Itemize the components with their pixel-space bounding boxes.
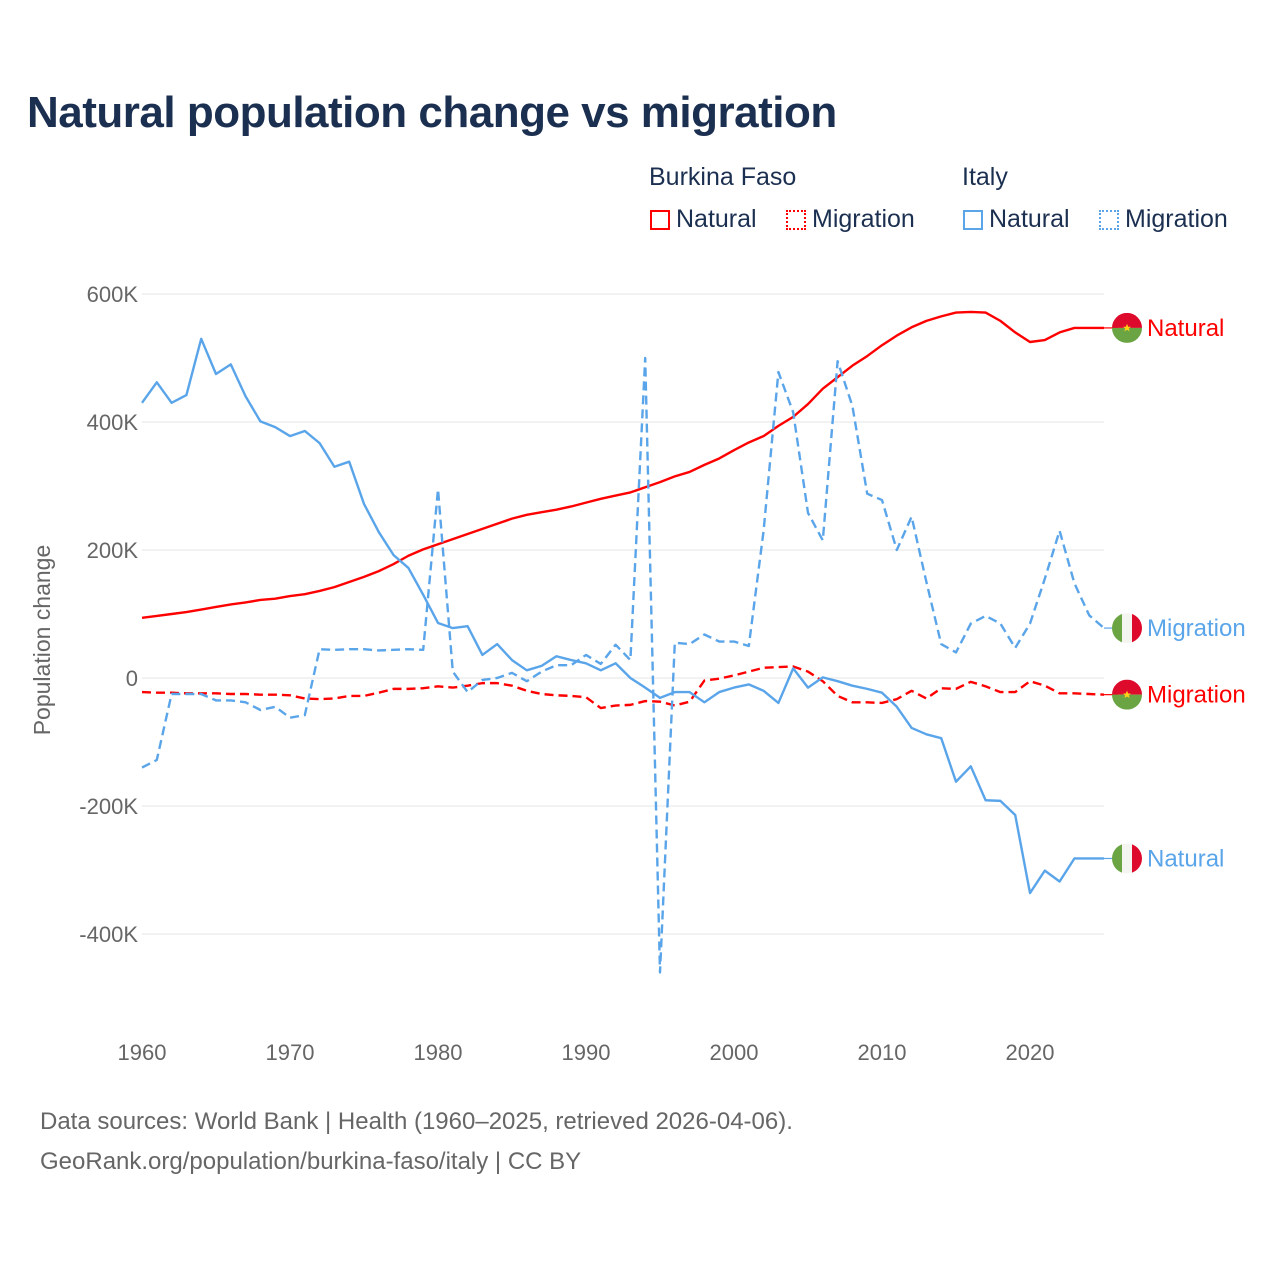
x-tick-label: 2020	[1006, 1040, 1055, 1065]
y-axis-label: Population change	[29, 545, 55, 736]
legend-burkina-migration[interactable]: Migration	[786, 205, 915, 234]
y-tick-label: 0	[126, 666, 138, 691]
flag-stripe-green	[1112, 327, 1142, 343]
legend-group-burkina: Burkina Faso	[649, 163, 797, 191]
flag-body	[1112, 843, 1142, 874]
x-tick-label: 1990	[562, 1040, 611, 1065]
y-tick-label: -200K	[79, 794, 138, 819]
y-tick-label: 200K	[87, 538, 139, 563]
y-tick-label: 400K	[87, 410, 139, 435]
flag-stripe-green	[1112, 613, 1122, 644]
series-end-label: Natural	[1147, 315, 1224, 342]
flag-stripe-red	[1112, 312, 1142, 328]
flag-body	[1112, 613, 1142, 644]
flag-stripe-red	[1132, 613, 1142, 644]
series-end-label: Natural	[1147, 845, 1224, 872]
flag-stripe-green	[1112, 694, 1142, 710]
legend-italy-migration[interactable]: Migration	[1099, 205, 1228, 234]
flag-stripe-white	[1122, 613, 1132, 644]
legend-label: Natural	[676, 205, 757, 233]
series-end-label: Migration	[1147, 682, 1246, 709]
legend-label: Migration	[1125, 205, 1228, 233]
burkina-faso-flag-icon	[1112, 679, 1142, 710]
flag-body	[1112, 679, 1142, 710]
legend-swatch-dotted-blue	[1099, 209, 1119, 230]
series-line-burkina-faso-natural	[141, 310, 1104, 620]
italy-flag-icon	[1112, 613, 1142, 644]
legend-burkina-natural[interactable]: Natural	[650, 205, 757, 234]
legend-label: Migration	[812, 205, 915, 233]
legend-group-italy: Italy	[962, 163, 1008, 191]
series-line-burkina-faso-migration	[141, 665, 1105, 710]
y-tick-label: 600K	[87, 282, 139, 307]
legend-swatch-dotted-red	[786, 209, 806, 230]
legend-italy-natural[interactable]: Natural	[963, 205, 1070, 234]
x-tick-label: 2000	[710, 1040, 759, 1065]
flag-stripe-red	[1132, 843, 1142, 874]
legend-label: Natural	[989, 205, 1070, 233]
footer-attribution[interactable]: GeoRank.org/population/burkina-faso/ital…	[40, 1148, 582, 1175]
burkina-faso-flag-icon	[1112, 312, 1142, 343]
flag-stripe-white	[1122, 843, 1132, 874]
chart-title: Natural population change vs migration	[27, 88, 837, 137]
flag-stripe-green	[1112, 843, 1122, 874]
italy-flag-icon	[1112, 843, 1142, 874]
y-tick-label: -400K	[79, 922, 138, 947]
legend-swatch-solid-red	[650, 209, 670, 230]
flag-star	[1123, 690, 1131, 699]
series-line-italy-natural	[141, 337, 1104, 895]
series-end-label: Migration	[1147, 615, 1246, 642]
series-line-italy-migration	[141, 356, 1105, 974]
flag-star	[1123, 323, 1131, 332]
footer-sources: Data sources: World Bank | Health (1960–…	[40, 1108, 793, 1135]
legend-swatch-solid-blue	[963, 209, 983, 230]
x-tick-label: 2010	[858, 1040, 907, 1065]
flag-stripe-red	[1112, 679, 1142, 695]
flag-body	[1112, 312, 1142, 343]
x-tick-label: 1960	[118, 1040, 167, 1065]
x-tick-label: 1970	[266, 1040, 315, 1065]
x-tick-label: 1980	[414, 1040, 463, 1065]
